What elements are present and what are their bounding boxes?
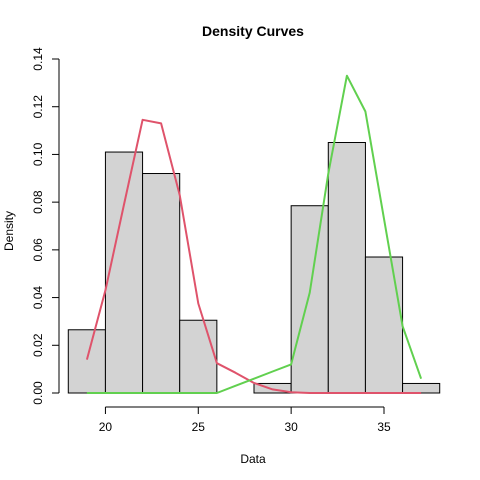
y-tick-label-2: 0.04 xyxy=(31,286,45,310)
x-tick-label-3: 35 xyxy=(377,420,391,434)
histogram-bar-7 xyxy=(328,143,365,394)
y-tick-label-1: 0.02 xyxy=(31,333,45,357)
y-tick-label-0: 0.00 xyxy=(31,381,45,405)
histogram-bar-1 xyxy=(105,152,142,393)
y-tick-label-4: 0.08 xyxy=(31,190,45,214)
histogram-bar-2 xyxy=(143,174,180,393)
histogram-bar-0 xyxy=(68,330,105,393)
x-tick-label-0: 20 xyxy=(99,420,113,434)
y-tick-label-3: 0.06 xyxy=(31,238,45,262)
histogram-bar-6 xyxy=(291,206,328,393)
y-tick-label-5: 0.10 xyxy=(31,142,45,166)
x-tick-label-1: 25 xyxy=(192,420,206,434)
y-tick-label-7: 0.14 xyxy=(31,47,45,71)
histogram-bar-3 xyxy=(180,320,217,393)
histogram-bar-9 xyxy=(403,383,440,393)
y-axis-label: Density xyxy=(2,211,16,251)
y-tick-label-6: 0.12 xyxy=(31,95,45,119)
histogram-bar-8 xyxy=(365,257,402,393)
x-axis-label: Data xyxy=(240,452,266,466)
chart-title: Density Curves xyxy=(202,23,304,39)
x-tick-label-2: 30 xyxy=(284,420,298,434)
